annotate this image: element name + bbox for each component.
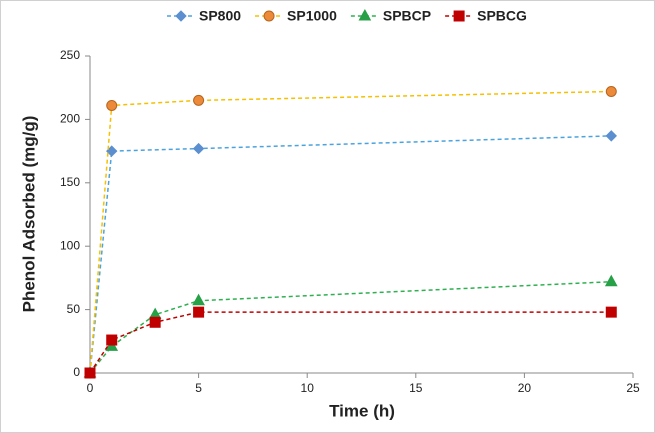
legend-item: SP1000 bbox=[255, 8, 337, 24]
legend-item: SPBCG bbox=[445, 8, 527, 24]
x-tick-label: 0 bbox=[87, 381, 94, 395]
marker bbox=[106, 99, 118, 111]
series-line bbox=[89, 280, 612, 374]
series-line bbox=[89, 90, 612, 374]
marker bbox=[605, 130, 617, 142]
marker bbox=[263, 10, 275, 22]
marker bbox=[453, 10, 465, 22]
x-tick-label: 25 bbox=[626, 381, 640, 395]
y-axis-title: Phenol Adsorbed (mg/g) bbox=[19, 116, 38, 313]
marker bbox=[193, 94, 205, 106]
marker bbox=[358, 8, 372, 21]
y-tick-label: 150 bbox=[60, 175, 80, 189]
y-tick-label: 50 bbox=[67, 302, 81, 316]
x-tick-label: 5 bbox=[195, 381, 202, 395]
marker bbox=[106, 334, 118, 346]
marker bbox=[175, 10, 187, 22]
legend-item: SP800 bbox=[167, 8, 241, 24]
y-tick-label: 0 bbox=[73, 365, 80, 379]
marker bbox=[192, 293, 205, 306]
legend-label: SP800 bbox=[199, 8, 241, 24]
legend-label: SPBCP bbox=[383, 8, 431, 24]
x-tick-label: 15 bbox=[409, 381, 423, 395]
series-line bbox=[89, 135, 612, 374]
marker bbox=[605, 306, 617, 318]
marker bbox=[84, 367, 96, 379]
marker bbox=[192, 142, 205, 155]
x-axis-title: Time (h) bbox=[329, 401, 395, 420]
legend-label: SP1000 bbox=[287, 8, 337, 24]
x-tick-label: 20 bbox=[518, 381, 532, 395]
marker bbox=[193, 306, 205, 318]
marker bbox=[149, 316, 161, 328]
marker bbox=[605, 86, 617, 98]
legend-item: SPBCP bbox=[350, 8, 431, 24]
y-tick-label: 100 bbox=[60, 238, 80, 252]
y-tick-label: 250 bbox=[60, 48, 80, 62]
y-tick-label: 200 bbox=[60, 112, 80, 126]
x-tick-label: 10 bbox=[301, 381, 315, 395]
marker bbox=[604, 274, 618, 287]
legend-label: SPBCG bbox=[477, 8, 527, 24]
